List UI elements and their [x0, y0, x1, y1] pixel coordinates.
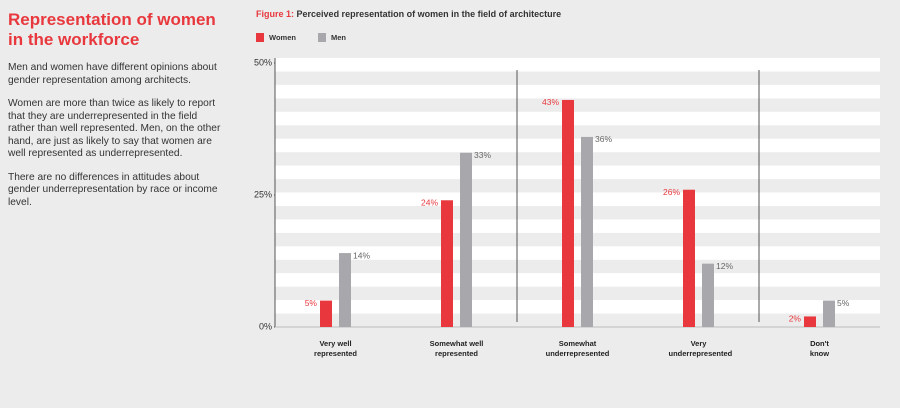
x-tick-label: Very well represented: [314, 339, 357, 358]
bar: [460, 152, 472, 327]
value-label: 26%: [663, 187, 680, 197]
stripe: [275, 246, 880, 260]
x-tick-label: Don't know: [809, 339, 830, 358]
stripe: [275, 273, 880, 287]
bar: [339, 253, 351, 327]
bar: [441, 200, 453, 327]
x-tick-label: Somewhat well represented: [429, 339, 484, 358]
value-label: 2%: [789, 314, 802, 324]
bar: [683, 189, 695, 327]
paragraph: Women are more than twice as likely to r…: [8, 98, 221, 159]
bar: [702, 263, 714, 327]
stripe: [275, 165, 880, 180]
value-label: 33%: [474, 150, 491, 160]
bar: [320, 300, 332, 327]
x-tick-label: Somewhat underrepresented: [545, 339, 610, 358]
legend-label: Men: [331, 33, 346, 42]
value-label: 5%: [305, 298, 318, 308]
bar: [823, 300, 835, 327]
value-label: 43%: [542, 97, 559, 107]
stripe: [275, 192, 880, 206]
stripe: [275, 300, 880, 314]
chart-title: Perceived representation of women in the…: [297, 9, 562, 19]
figure-label: Figure 1:: [256, 9, 294, 19]
svg-text:Figure 1: Perceived representa: Figure 1: Perceived representation of wo…: [256, 9, 561, 19]
sidebar: Representation of women in the workforce…: [8, 10, 223, 220]
paragraph: There are no differences in attitudes ab…: [8, 171, 218, 208]
y-tick-label: 0%: [259, 321, 272, 331]
value-label: 14%: [353, 250, 370, 260]
stripe: [275, 138, 880, 153]
stripe: [275, 111, 880, 126]
y-tick-label: 25%: [254, 189, 272, 199]
stripe: [275, 58, 880, 72]
value-label: 36%: [595, 134, 612, 144]
legend-swatch: [256, 33, 264, 42]
value-label: 24%: [421, 198, 438, 208]
y-tick-label: 50%: [254, 57, 272, 67]
paragraph: Men and women have different opinions ab…: [8, 62, 217, 86]
legend-swatch: [318, 33, 326, 42]
bar: [562, 99, 574, 328]
x-tick-label: Very underrepresented: [668, 339, 733, 358]
stripe: [275, 84, 880, 99]
bar: [804, 316, 816, 327]
bar: [581, 136, 593, 327]
sidebar-title: Representation of women in the workforce: [8, 10, 216, 49]
stripe: [275, 219, 880, 233]
legend-label: Women: [269, 33, 296, 42]
value-label: 12%: [716, 261, 733, 271]
value-label: 5%: [837, 298, 850, 308]
